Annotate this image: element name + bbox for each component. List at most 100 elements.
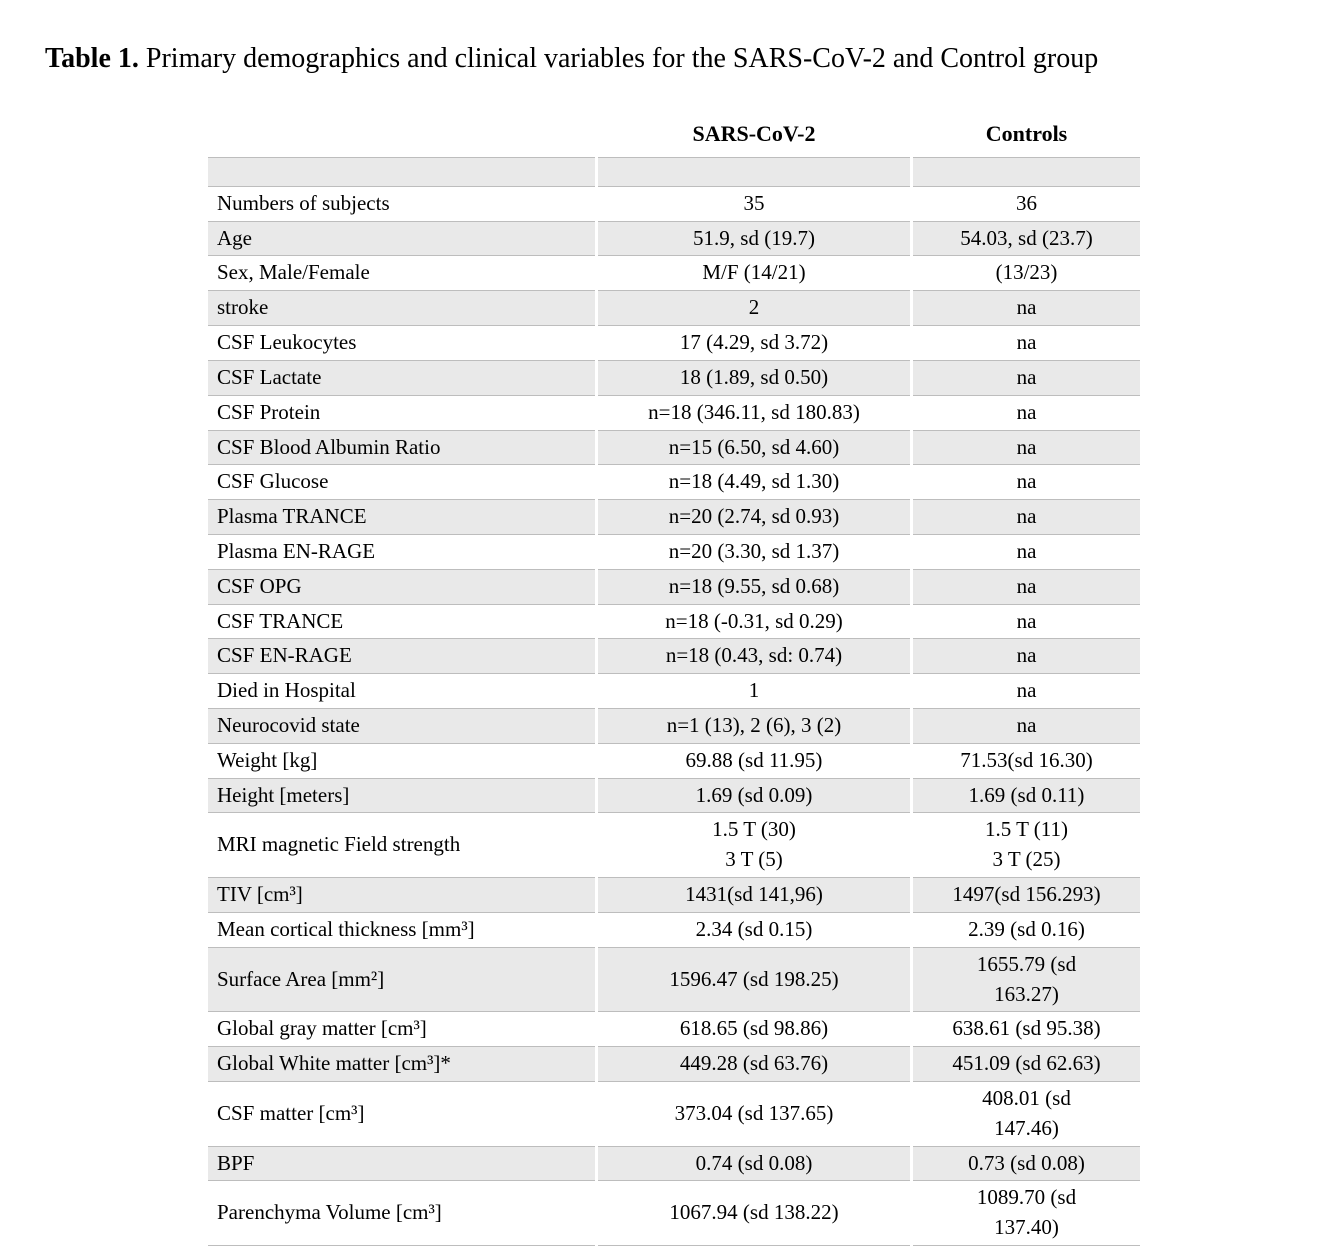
sars-value-cell: 35 xyxy=(595,185,913,222)
spacer-cell xyxy=(595,156,913,187)
controls-value-cell: na xyxy=(910,499,1143,535)
controls-value-cell: 408.01 (sd 147.46) xyxy=(910,1080,1143,1147)
sars-value-cell: 51.9, sd (19.7) xyxy=(595,220,913,256)
controls-value-cell: 54.03, sd (23.7) xyxy=(910,220,1143,256)
sars-value-cell: 1 xyxy=(595,673,913,709)
row-label-cell: Parenchyma Volume [cm³] xyxy=(205,1180,598,1246)
spacer-row xyxy=(205,156,1143,187)
sars-value-cell: 2 xyxy=(595,290,913,326)
row-label-cell: MRI magnetic Field strength xyxy=(205,812,598,878)
row-label-cell: CSF TRANCE xyxy=(205,603,598,639)
controls-value-cell: 1497(sd 156.293) xyxy=(910,877,1143,913)
row-label-cell: CSF matter [cm³] xyxy=(205,1080,598,1147)
controls-value-cell: na xyxy=(910,429,1143,465)
row-label-cell: CSF OPG xyxy=(205,568,598,605)
table-row: CSF Leukocytes 17 (4.29, sd 3.72) na xyxy=(205,325,1143,361)
controls-value-cell: (13/23) xyxy=(910,255,1143,291)
table-row: CSF Blood Albumin Ratio n=15 (6.50, sd 4… xyxy=(205,429,1143,465)
table-row: Plasma EN-RAGE n=20 (3.30, sd 1.37) na xyxy=(205,533,1143,570)
sars-value-cell: n=20 (3.30, sd 1.37) xyxy=(595,533,913,570)
row-label-cell: Numbers of subjects xyxy=(205,185,598,222)
sars-value-cell: n=18 (0.43, sd: 0.74) xyxy=(595,638,913,674)
table-row: Global White matter [cm³]* 449.28 (sd 63… xyxy=(205,1046,1143,1082)
controls-value-cell: 1.5 T (11) 3 T (25) xyxy=(910,812,1143,878)
table-row: CSF EN-RAGE n=18 (0.43, sd: 0.74) na xyxy=(205,638,1143,674)
controls-value-cell: 0.73 (sd 0.08) xyxy=(910,1145,1143,1181)
row-label-cell: BPF xyxy=(205,1145,598,1181)
controls-value-cell: 2.39 (sd 0.16) xyxy=(910,911,1143,948)
table-row: Parenchyma Volume [cm³] 1067.94 (sd 138.… xyxy=(205,1180,1143,1246)
table-row: Mean cortical thickness [mm³] 2.34 (sd 0… xyxy=(205,911,1143,948)
controls-value-cell: 1089.70 (sd 137.40) xyxy=(910,1180,1143,1246)
table-caption-text: Primary demographics and clinical variab… xyxy=(138,43,1099,74)
table-row: CSF matter [cm³] 373.04 (sd 137.65) 408.… xyxy=(205,1080,1143,1147)
table-row: Age 51.9, sd (19.7) 54.03, sd (23.7) xyxy=(205,220,1143,256)
controls-value-cell: na xyxy=(910,568,1143,605)
sars-value-cell: M/F (14/21) xyxy=(595,255,913,291)
sars-value-cell: 1.69 (sd 0.09) xyxy=(595,777,913,813)
spacer-cell xyxy=(205,156,598,187)
sars-value-cell: 1431(sd 141,96) xyxy=(595,877,913,913)
row-label-cell: Height [meters] xyxy=(205,777,598,813)
row-label-cell: TIV [cm³] xyxy=(205,877,598,913)
table-row: Height [meters] 1.69 (sd 0.09) 1.69 (sd … xyxy=(205,777,1143,813)
row-label-cell: CSF Leukocytes xyxy=(205,325,598,361)
table-row: CSF Glucose n=18 (4.49, sd 1.30) na xyxy=(205,464,1143,500)
table-row: TIV [cm³] 1431(sd 141,96) 1497(sd 156.29… xyxy=(205,877,1143,913)
sars-value-cell: 18 (1.89, sd 0.50) xyxy=(595,359,913,396)
sars-value-cell: 1.5 T (30) 3 T (5) xyxy=(595,812,913,878)
row-label-cell: CSF Lactate xyxy=(205,359,598,396)
controls-value-cell: 1655.79 (sd 163.27) xyxy=(910,946,1143,1012)
sars-value-cell: 1596.47 (sd 198.25) xyxy=(595,946,913,1012)
sars-value-cell: 449.28 (sd 63.76) xyxy=(595,1046,913,1082)
table-row: CSF Protein n=18 (346.11, sd 180.83) na xyxy=(205,394,1143,431)
table-row: Numbers of subjects 35 36 xyxy=(205,185,1143,222)
table-row: Died in Hospital 1 na xyxy=(205,673,1143,709)
table-row: Weight [kg] 69.88 (sd 11.95) 71.53(sd 16… xyxy=(205,742,1143,779)
table-row: Sex, Male/Female M/F (14/21) (13/23) xyxy=(205,255,1143,291)
row-label-cell: CSF Protein xyxy=(205,394,598,431)
row-label-cell: Surface Area [mm²] xyxy=(205,946,598,1012)
controls-value-cell: na xyxy=(910,533,1143,570)
sars-value-cell: 2.34 (sd 0.15) xyxy=(595,911,913,948)
controls-value-cell: na xyxy=(910,359,1143,396)
table-caption: Table 1. Primary demographics and clinic… xyxy=(45,42,1320,76)
table-row: Plasma TRANCE n=20 (2.74, sd 0.93) na xyxy=(205,499,1143,535)
row-label-cell: Global gray matter [cm³] xyxy=(205,1011,598,1047)
row-label-cell: Sex, Male/Female xyxy=(205,255,598,291)
row-label-cell: stroke xyxy=(205,290,598,326)
table-row: Neurocovid state n=1 (13), 2 (6), 3 (2) … xyxy=(205,708,1143,744)
sars-value-cell: n=15 (6.50, sd 4.60) xyxy=(595,429,913,465)
column-header-empty xyxy=(207,116,597,158)
row-label-cell: Died in Hospital xyxy=(205,673,598,709)
row-label-cell: Plasma TRANCE xyxy=(205,499,598,535)
controls-value-cell: na xyxy=(910,394,1143,431)
row-label-cell: Age xyxy=(205,220,598,256)
demographics-table: SARS-CoV-2 Controls Numbers of subjects … xyxy=(205,116,1143,1246)
table-row: stroke 2 na xyxy=(205,290,1143,326)
sars-value-cell: n=18 (346.11, sd 180.83) xyxy=(595,394,913,431)
row-label-cell: CSF EN-RAGE xyxy=(205,638,598,674)
row-label-cell: Neurocovid state xyxy=(205,708,598,744)
row-label-cell: Mean cortical thickness [mm³] xyxy=(205,911,598,948)
controls-value-cell: na xyxy=(910,638,1143,674)
controls-value-cell: 638.61 (sd 95.38) xyxy=(910,1011,1143,1047)
row-label-cell: Plasma EN-RAGE xyxy=(205,533,598,570)
row-label-cell: Weight [kg] xyxy=(205,742,598,779)
sars-value-cell: 618.65 (sd 98.86) xyxy=(595,1011,913,1047)
table-row: Surface Area [mm²] 1596.47 (sd 198.25) 1… xyxy=(205,946,1143,1012)
sars-value-cell: n=18 (9.55, sd 0.68) xyxy=(595,568,913,605)
column-header-row: SARS-CoV-2 Controls xyxy=(207,116,1142,158)
controls-value-cell: na xyxy=(910,673,1143,709)
table-row: Global gray matter [cm³] 618.65 (sd 98.8… xyxy=(205,1011,1143,1047)
row-label-cell: CSF Blood Albumin Ratio xyxy=(205,429,598,465)
sars-value-cell: n=18 (-0.31, sd 0.29) xyxy=(595,603,913,639)
sars-value-cell: 373.04 (sd 137.65) xyxy=(595,1080,913,1147)
table-body: Numbers of subjects 35 36 Age 51.9, sd (… xyxy=(205,185,1143,1246)
controls-value-cell: na xyxy=(910,708,1143,744)
table-row: CSF OPG n=18 (9.55, sd 0.68) na xyxy=(205,568,1143,605)
table-caption-label: Table 1. xyxy=(45,43,139,74)
controls-value-cell: 71.53(sd 16.30) xyxy=(910,742,1143,779)
table-row: BPF 0.74 (sd 0.08) 0.73 (sd 0.08) xyxy=(205,1145,1143,1181)
